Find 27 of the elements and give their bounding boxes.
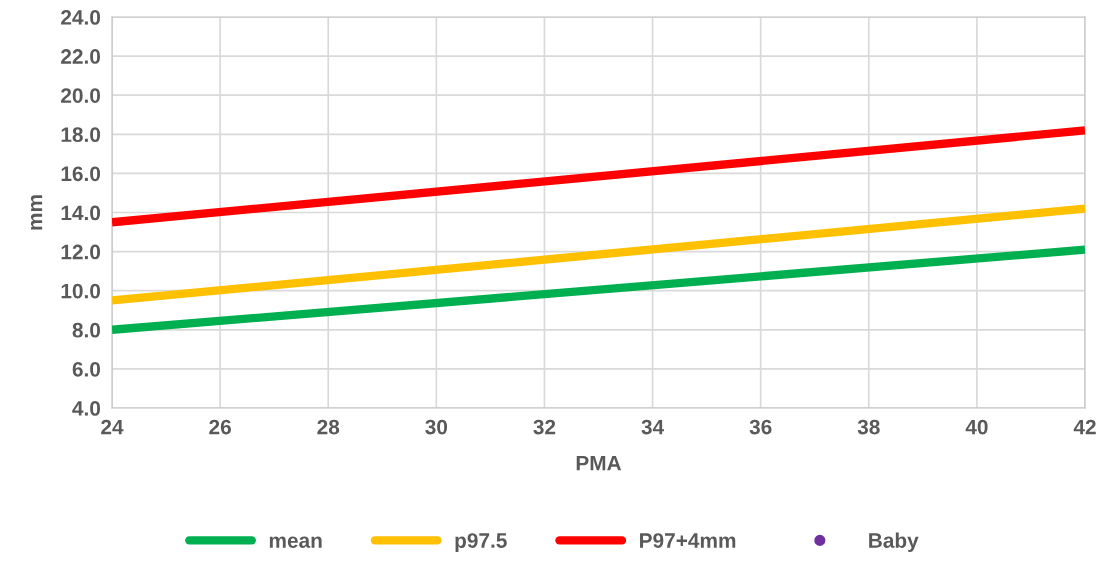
y-tick-label: 10.0 <box>61 283 101 299</box>
y-tick-label: 4.0 <box>72 401 101 416</box>
x-tick-label: 26 <box>209 419 231 435</box>
y-tick-label: 24.0 <box>61 10 101 25</box>
y-tick-label: 6.0 <box>72 361 101 377</box>
x-tick-label: 38 <box>857 419 880 435</box>
y-tick-label: 22.0 <box>61 49 101 64</box>
y-tick-label: 14.0 <box>61 205 101 221</box>
legend-label: mean <box>269 536 322 548</box>
x-axis-title: PMA <box>576 455 622 471</box>
x-tick-label: 40 <box>965 419 988 435</box>
legend-label: Baby <box>869 532 919 552</box>
x-tick-label: 24 <box>101 419 124 435</box>
y-tick-label: 12.0 <box>61 244 101 260</box>
x-tick-label: 42 <box>1073 419 1096 435</box>
legend-label: P97+4mm <box>640 533 736 548</box>
x-tick-label: 28 <box>317 419 340 435</box>
legend-label: p97.5 <box>455 533 507 552</box>
y-tick-label: 8.0 <box>72 322 101 338</box>
x-tick-label: 36 <box>749 419 772 435</box>
x-tick-label: 30 <box>425 419 448 435</box>
y-tick-label: 18.0 <box>61 127 101 143</box>
x-tick-label: 32 <box>533 419 556 435</box>
y-axis-title: mm <box>30 195 43 230</box>
x-tick-label: 34 <box>641 419 665 435</box>
y-tick-label: 20.0 <box>61 88 101 103</box>
y-tick-label: 16.0 <box>61 166 101 182</box>
